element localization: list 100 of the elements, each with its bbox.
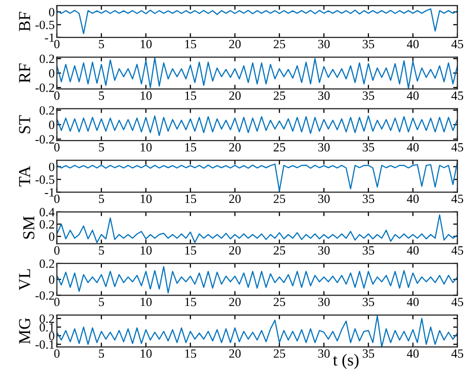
y-tick-label: 0 [49, 275, 54, 284]
x-tick-label: 45 [451, 40, 464, 48]
y-axis-title: ST [19, 115, 30, 134]
x-tick-label: 10 [140, 91, 152, 100]
x-tick-label: 20 [229, 194, 241, 204]
y-tick-label: -0.5 [35, 175, 54, 184]
x-tick-label: 30 [318, 40, 330, 48]
x-tick-label: 5 [98, 246, 104, 255]
x-tick-label: 10 [140, 349, 152, 358]
x-tick-label: 30 [318, 246, 330, 255]
x-tick-label: 30 [318, 349, 330, 358]
y-tick-label: 0 [49, 69, 54, 78]
y-tick-label: 0.2 [40, 54, 54, 64]
y-axis-title: BF [19, 12, 30, 32]
x-axis-title: t (s) [333, 354, 359, 370]
y-tick-label: -1 [44, 33, 54, 42]
x-tick-label: 35 [362, 246, 374, 255]
x-tick-label: 15 [185, 194, 196, 204]
x-tick-label: 40 [406, 298, 419, 306]
line-series [56, 315, 458, 347]
x-tick-label: 45 [451, 194, 464, 204]
line-series [56, 57, 458, 89]
x-tick-label: 45 [451, 92, 464, 100]
y-tick-label: -0.5 [35, 20, 54, 30]
x-tick-label: 5 [98, 92, 104, 100]
x-tick-label: 25 [274, 40, 286, 48]
y-tick-label: 0 [49, 162, 54, 172]
x-tick-label: 15 [185, 40, 196, 48]
x-tick-label: 40 [406, 91, 419, 100]
line-series [56, 266, 458, 294]
x-tick-label: 30 [318, 143, 330, 152]
x-tick-label: 10 [140, 298, 152, 306]
x-tick-label: 40 [406, 40, 419, 48]
x-tick-label: 45 [451, 143, 464, 152]
x-tick-label: 20 [229, 246, 241, 255]
x-tick-label: 25 [274, 246, 286, 255]
y-tick-label: 0.2 [40, 220, 54, 229]
x-tick-label: 20 [229, 298, 241, 306]
x-tick-label: 5 [98, 298, 104, 306]
x-tick-label: 5 [98, 40, 104, 48]
x-tick-label: 15 [185, 91, 196, 100]
x-tick-label: 40 [406, 246, 419, 255]
y-tick-label: 0.4 [40, 208, 55, 216]
x-tick-label: 10 [140, 40, 152, 48]
y-tick-label: 0 [49, 8, 54, 16]
x-tick-label: 35 [362, 194, 374, 204]
y-axis-title: MG [19, 318, 30, 344]
y-axis-title: TA [19, 166, 30, 186]
y-tick-label: -1 [44, 188, 54, 196]
line-series [56, 8, 458, 34]
x-tick-label: 35 [362, 40, 374, 48]
y-axis-title: RF [19, 63, 30, 83]
x-tick-label: 20 [229, 91, 241, 100]
x-tick-label: 15 [185, 143, 196, 152]
x-tick-label: 15 [185, 246, 196, 255]
x-tick-label: 25 [274, 349, 286, 358]
x-tick-label: 35 [362, 298, 374, 306]
x-tick-label: 40 [406, 349, 419, 358]
x-tick-label: 35 [362, 91, 374, 100]
x-tick-label: 25 [274, 143, 286, 152]
x-tick-label: 10 [140, 246, 152, 255]
x-tick-label: 45 [451, 246, 464, 255]
x-tick-label: 30 [318, 91, 330, 100]
y-tick-label: -0.2 [35, 135, 54, 144]
x-tick-label: 5 [98, 194, 104, 204]
y-axis-title: VL [19, 269, 30, 290]
x-tick-label: 20 [229, 40, 241, 48]
x-tick-label: 20 [229, 143, 241, 152]
x-tick-label: 25 [274, 91, 286, 100]
x-tick-label: 15 [185, 349, 196, 358]
x-tick-label: 10 [140, 143, 152, 152]
x-tick-label: 45 [451, 349, 464, 358]
x-tick-label: 5 [98, 143, 104, 152]
x-tick-label: 30 [318, 194, 330, 204]
x-tick-label: 5 [98, 349, 104, 358]
y-tick-label: -0.2 [35, 84, 54, 92]
x-tick-label: 40 [406, 143, 419, 152]
line-series [56, 214, 458, 244]
y-tick-label: -0.1 [35, 340, 54, 349]
y-tick-label: 0.1 [40, 323, 54, 332]
x-tick-label: 35 [362, 349, 374, 358]
y-tick-label: -0.2 [35, 291, 54, 300]
x-tick-label: 25 [274, 194, 286, 204]
y-tick-label: 0 [49, 120, 54, 130]
x-tick-label: 30 [318, 298, 330, 306]
x-tick-label: 20 [229, 349, 241, 358]
x-tick-label: 25 [274, 298, 286, 306]
y-axis-title: SM [23, 216, 34, 239]
line-series [56, 115, 458, 136]
y-tick-label: 0.2 [40, 106, 54, 115]
y-tick-label: 0.2 [40, 314, 54, 323]
y-tick-label: 0.2 [40, 259, 54, 268]
x-tick-label: 10 [140, 194, 152, 204]
x-tick-label: 35 [362, 143, 374, 152]
x-tick-label: 40 [406, 194, 419, 204]
x-tick-label: 15 [185, 298, 196, 306]
x-tick-label: 45 [451, 298, 464, 306]
y-tick-label: 0 [49, 232, 54, 241]
y-tick-label: 0 [49, 332, 54, 340]
line-series [56, 161, 458, 192]
